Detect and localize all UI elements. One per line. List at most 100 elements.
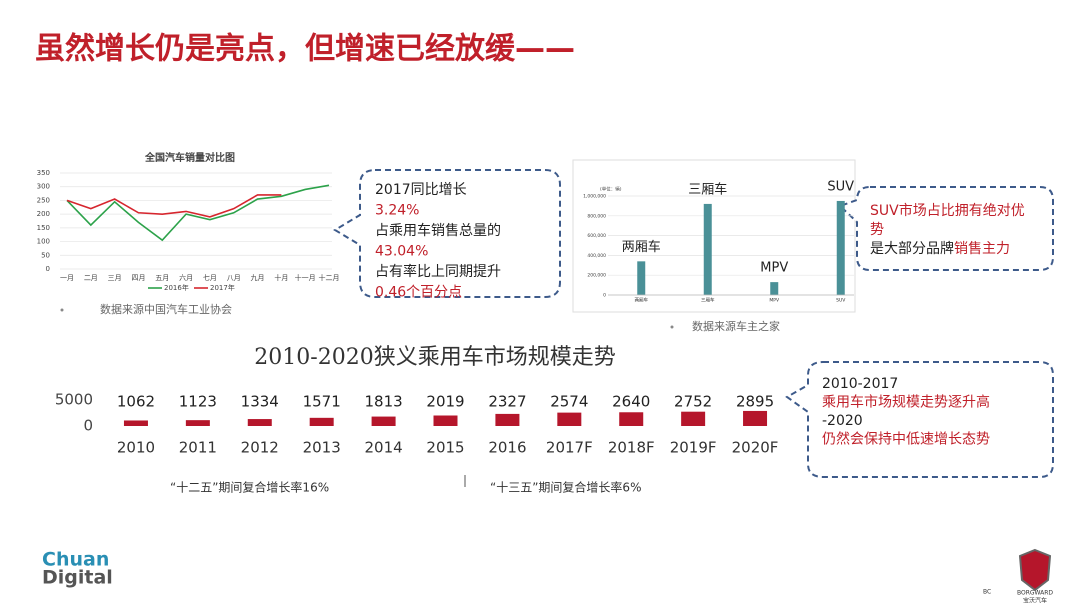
- callout-box: [333, 169, 561, 298]
- value-label: 2327: [488, 393, 526, 411]
- y-tick-label: 250: [37, 196, 50, 204]
- logo-text: Chuan: [42, 549, 109, 571]
- x-tick-label: 二月: [84, 274, 98, 282]
- chart-panel: [572, 159, 856, 313]
- x-tick-label: 2013: [303, 439, 341, 457]
- callout-segment: 2017同比增长: [375, 182, 467, 198]
- bar: [185, 420, 210, 426]
- x-tick-label: 2012: [241, 439, 279, 457]
- x-tick-label: 五月: [155, 274, 169, 282]
- y-tick-label: 150: [37, 224, 50, 232]
- line-series: [66, 184, 330, 242]
- y-tick-label: 50: [41, 251, 50, 259]
- callout-segment: 3.24%: [375, 203, 419, 219]
- value-label: 2640: [612, 393, 650, 411]
- y-tick-label: 600,000: [587, 233, 606, 239]
- callout-segment: 仍然会保持中低速增长态势: [822, 431, 990, 448]
- x-tick-label: 十二月: [319, 273, 340, 282]
- callout-segment: 占有率比上同期提升: [375, 263, 501, 280]
- value-label: 1813: [364, 393, 402, 411]
- x-tick-label: 一月: [60, 274, 74, 282]
- y-tick-label: 1,000,000: [583, 194, 606, 200]
- callout-text: 仍然会保持中低速增长态势: [822, 431, 990, 448]
- chart-title: 全国汽车销量对比图: [144, 151, 235, 164]
- bar-label: 两厢车: [622, 239, 661, 255]
- bar: [637, 261, 646, 295]
- callout-segment: 乘用车市场规模走势逐升高: [822, 394, 990, 411]
- chart-title: 2010-2020狭义乘用车市场规模走势: [254, 345, 615, 370]
- callout-text: 乘用车市场规模走势逐升高: [822, 394, 990, 411]
- callout-box: [838, 186, 1054, 271]
- note: “十二五”期间复合增长率16%: [170, 480, 329, 495]
- x-tick-label: 两厢车: [635, 297, 649, 304]
- callout-text: -2020: [822, 413, 863, 429]
- bar: [495, 413, 520, 426]
- value-label: 1334: [241, 393, 279, 411]
- bar: [557, 412, 582, 426]
- callout-segment: 势: [870, 222, 884, 238]
- x-tick-label: 2019F: [670, 439, 717, 457]
- value-label: 1062: [117, 393, 155, 411]
- bar: [371, 416, 396, 426]
- bar-label: SUV: [827, 179, 854, 194]
- y-tick-label: 0: [603, 293, 606, 299]
- callout-text: 是大部分品牌销售主力: [870, 240, 1010, 257]
- callout-text: 占乘用车销售总量的: [375, 222, 501, 239]
- bullet: [60, 308, 64, 312]
- callout-segment: 销售主力: [954, 241, 1010, 257]
- callout-text: 势: [870, 222, 884, 238]
- x-tick-label: 2011: [179, 439, 217, 457]
- callout-segment: -2020: [822, 413, 863, 429]
- y-tick-label: 350: [37, 169, 50, 177]
- legend-label: 2017年: [210, 283, 235, 292]
- callout-text: 占有率比上同期提升: [375, 263, 501, 280]
- x-tick-label: 2018F: [608, 439, 655, 457]
- callout-text: 3.24%: [375, 203, 419, 219]
- x-tick-label: 八月: [227, 274, 241, 282]
- y-tick-label: 200,000: [587, 273, 606, 279]
- x-tick-label: 十月: [274, 273, 288, 282]
- x-tick-label: 三厢车: [701, 297, 715, 304]
- slide-title: 虽然增长仍是亮点，但增速已经放缓——: [35, 32, 575, 67]
- callout-text: 2010-2017: [822, 376, 898, 392]
- x-tick-label: 四月: [131, 274, 145, 282]
- value-label: 1571: [303, 393, 341, 411]
- callout-text: SUV市场占比拥有绝对优: [870, 202, 1025, 219]
- source-note: 数据来源中国汽车工业协会: [100, 302, 232, 316]
- value-label: 2019: [426, 393, 464, 411]
- x-tick-label: 十一月: [295, 273, 316, 282]
- brand-cn: 宝沃汽车: [1023, 597, 1047, 605]
- y-tick-label: 400,000: [587, 253, 606, 259]
- value-label: 2574: [550, 393, 588, 411]
- x-tick-label: 九月: [251, 273, 265, 282]
- y-tick-label: 100: [37, 238, 50, 246]
- callout-segment: SUV市场占比拥有绝对优: [870, 202, 1025, 219]
- bar: [433, 415, 458, 426]
- x-tick-label: SUV: [836, 298, 846, 304]
- note: “十三五”期间复合增长率6%: [490, 480, 641, 495]
- bar: [703, 203, 712, 295]
- bar-label: 三厢车: [688, 181, 727, 197]
- x-tick-label: 2015: [426, 439, 464, 457]
- y-tick-label: 0: [83, 417, 93, 435]
- brand-name: BORGWARD: [1017, 590, 1053, 597]
- value-label: 2752: [674, 393, 712, 411]
- callout-text: 43.04%: [375, 244, 428, 260]
- bar: [619, 412, 644, 426]
- x-tick-label: 2010: [117, 439, 155, 457]
- source-note: 数据来源车主之家: [692, 319, 780, 333]
- y-tick-label: 200: [37, 210, 50, 218]
- bar: [247, 419, 272, 426]
- x-tick-label: 2017F: [546, 439, 593, 457]
- value-label: 2895: [736, 393, 774, 411]
- bullet: [670, 325, 674, 329]
- x-tick-label: 2014: [364, 439, 402, 457]
- callout-segment: 2010-2017: [822, 376, 898, 392]
- bar: [743, 410, 768, 426]
- y-tick-label: 800,000: [587, 213, 606, 219]
- legend-label: 2016年: [164, 283, 189, 292]
- y-tick-label: 300: [37, 183, 50, 191]
- x-tick-label: 三月: [108, 274, 122, 282]
- callout-box: [785, 361, 1054, 478]
